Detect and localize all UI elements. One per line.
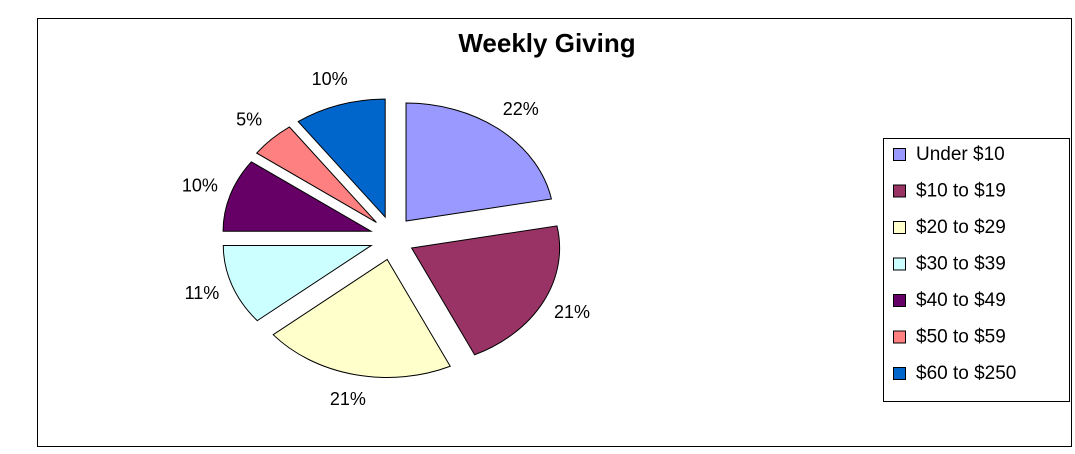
legend-label: $20 to $29 — [916, 217, 1006, 238]
pie-slice — [272, 258, 451, 378]
legend-label: $30 to $39 — [916, 254, 1006, 275]
legend-label: $50 to $59 — [916, 327, 1006, 348]
legend-swatch — [893, 330, 906, 344]
legend-label: Under $10 — [916, 144, 1005, 165]
data-label: 5% — [236, 109, 262, 129]
legend-label: $10 to $19 — [916, 181, 1006, 202]
pie-slice — [222, 244, 373, 322]
legend-label: $40 to $49 — [916, 290, 1006, 311]
data-label: 22% — [503, 99, 539, 119]
pie-slice — [410, 225, 561, 356]
legend-swatch — [893, 184, 906, 198]
legend-swatch — [893, 221, 906, 234]
pie-slice — [222, 161, 373, 232]
data-label: 21% — [554, 302, 590, 322]
legend-box — [883, 138, 1070, 402]
data-label: 11% — [185, 283, 220, 303]
data-label: 10% — [182, 175, 218, 195]
legend-swatch — [893, 148, 906, 161]
data-label: 21% — [330, 389, 366, 409]
data-label: 10% — [312, 69, 348, 89]
pie-slice — [297, 98, 386, 219]
legend-swatch — [893, 294, 906, 307]
pie-slice — [255, 126, 377, 223]
legend-label: $60 to $250 — [916, 363, 1016, 384]
legend-swatch — [893, 257, 906, 271]
legend-swatch — [893, 367, 906, 380]
chart-title: Weekly Giving — [458, 28, 635, 58]
pie-slice — [405, 102, 553, 222]
